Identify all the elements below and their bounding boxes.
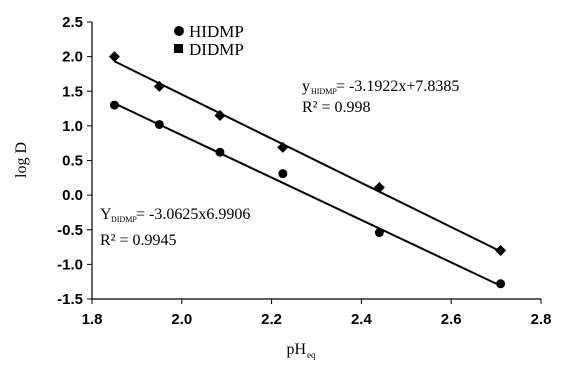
plot-area: 2.5 2.0 1.5 1.0 0.5 0.0 -0.5 -1.0 -1.5 1.8 2.0 2.2… [57, 14, 551, 328]
svg-text:Y: Y [100, 206, 112, 223]
y-axis-title: log D [13, 142, 30, 178]
x-tick-label: 2.0 [171, 311, 192, 328]
annotation-didmp-r2: R² = 0.9945 [100, 232, 177, 249]
legend-square-icon [174, 44, 183, 53]
y-ticks: 2.5 2.0 1.5 1.0 0.5 0.0 -0.5 -1.0 -1.5 [57, 14, 92, 308]
fit-line-didmp [114, 60, 502, 253]
svg-text:HIDMP: HIDMP [311, 87, 337, 96]
annotation-didmp-equation: Y DIDMP = -3.0625x6.9906 [100, 206, 250, 224]
data-point-didmp [373, 182, 385, 194]
annotation-hidmp-r2: R² = 0.998 [302, 99, 371, 116]
y-tick-label: 1.5 [62, 83, 83, 100]
x-tick-label: 2.6 [441, 311, 462, 328]
data-points [108, 51, 507, 289]
data-point-hidmp [215, 147, 225, 157]
data-point-hidmp [374, 228, 384, 238]
data-point-didmp [495, 245, 507, 257]
svg-text:eq: eq [307, 350, 316, 360]
x-tick-label: 1.8 [82, 311, 103, 328]
x-tick-label: 2.8 [531, 311, 552, 328]
fit-lines [114, 60, 502, 287]
y-tick-label: -0.5 [57, 222, 83, 239]
svg-text:DIDMP: DIDMP [111, 215, 137, 224]
x-tick-label: 2.2 [261, 311, 282, 328]
x-axis-title: pH eq [286, 341, 316, 360]
data-point-didmp [277, 141, 289, 153]
x-tick-label: 2.4 [351, 311, 373, 328]
y-tick-label: 0.0 [62, 187, 83, 204]
y-tick-label: -1.0 [57, 256, 83, 273]
svg-text:= -3.1922x+7.8385: = -3.1922x+7.8385 [336, 78, 459, 95]
data-point-hidmp [109, 100, 119, 110]
data-point-hidmp [154, 119, 164, 129]
y-tick-label: -1.5 [57, 291, 83, 308]
legend: HIDMP DIDMP [174, 22, 244, 59]
legend-label-didmp: DIDMP [189, 40, 244, 59]
legend-label-hidmp: HIDMP [189, 22, 244, 41]
data-point-hidmp [496, 279, 506, 289]
annotation-hidmp-equation: y HIDMP = -3.1922x+7.8385 [302, 78, 459, 96]
y-tick-label: 2.0 [62, 49, 83, 66]
x-ticks: 1.8 2.0 2.2 2.4 2.6 2.8 [82, 299, 552, 328]
fit-line-hidmp [114, 102, 502, 287]
legend-circle-icon [174, 26, 184, 36]
y-tick-label: 0.5 [62, 153, 83, 170]
svg-text:pH: pH [286, 341, 306, 358]
data-point-didmp [214, 109, 226, 121]
y-tick-label: 2.5 [62, 14, 83, 31]
data-point-didmp [153, 80, 165, 92]
svg-text:y: y [302, 78, 310, 95]
data-point-hidmp [278, 169, 288, 179]
data-point-didmp [108, 51, 120, 63]
svg-text:= -3.0625x6.9906: = -3.0625x6.9906 [136, 206, 250, 223]
y-tick-label: 1.0 [62, 118, 83, 135]
